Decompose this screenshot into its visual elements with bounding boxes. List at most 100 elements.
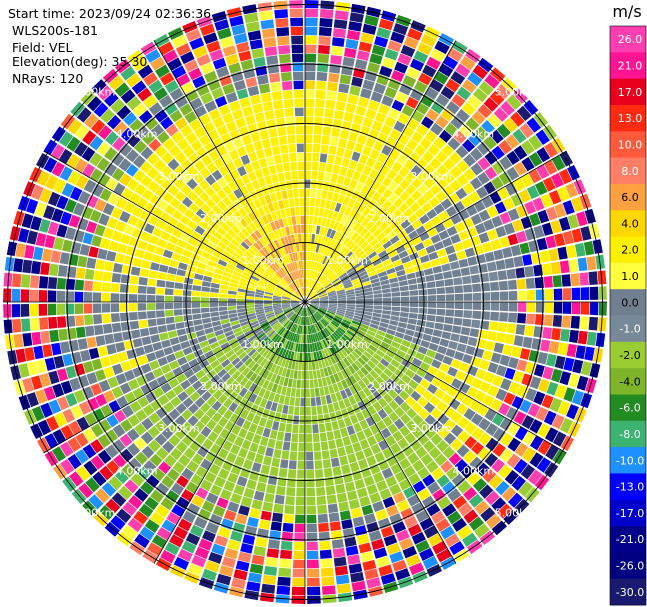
gate-cell bbox=[254, 395, 263, 406]
gate-cell bbox=[456, 86, 472, 101]
gate-cell bbox=[288, 460, 297, 470]
gate-cell bbox=[48, 277, 58, 289]
gate-cell bbox=[517, 302, 527, 312]
gate-cell bbox=[184, 277, 194, 285]
gate-cell bbox=[470, 274, 481, 284]
gate-cell bbox=[404, 267, 415, 275]
gate-cell bbox=[164, 80, 179, 94]
gate-cell bbox=[305, 26, 318, 36]
gate-cell bbox=[103, 366, 115, 379]
gate-cell bbox=[112, 424, 126, 438]
gate-cell bbox=[253, 385, 262, 395]
gate-cell bbox=[492, 443, 506, 457]
gate-cell bbox=[302, 251, 305, 261]
gate-cell bbox=[392, 559, 407, 572]
gate-cell bbox=[262, 235, 271, 245]
gate-cell bbox=[402, 545, 417, 559]
gate-cell bbox=[570, 316, 580, 329]
gate-cell bbox=[175, 43, 191, 57]
gate-cell bbox=[528, 134, 543, 150]
gate-cell bbox=[250, 94, 262, 105]
gate-cell bbox=[305, 17, 318, 27]
gate-cell bbox=[248, 318, 258, 324]
gate-cell bbox=[373, 353, 383, 362]
gate-cell bbox=[324, 315, 333, 321]
gate-cell bbox=[106, 414, 119, 428]
gate-cell bbox=[290, 207, 296, 217]
gate-cell bbox=[355, 292, 364, 297]
gate-cell bbox=[234, 235, 243, 244]
gate-cell bbox=[275, 18, 289, 28]
gate-cell bbox=[487, 331, 497, 341]
gate-cell bbox=[249, 563, 264, 574]
gate-cell bbox=[222, 45, 237, 57]
gate-cell bbox=[292, 333, 297, 342]
gate-cell bbox=[36, 359, 48, 374]
gate-cell bbox=[463, 168, 476, 181]
gate-cell bbox=[214, 476, 226, 488]
gate-cell bbox=[576, 375, 589, 391]
gate-cell bbox=[253, 545, 266, 557]
gate-cell bbox=[326, 337, 333, 346]
gate-cell bbox=[323, 208, 329, 218]
gate-cell bbox=[252, 209, 261, 219]
gate-cell bbox=[263, 360, 271, 369]
gate-cell bbox=[447, 137, 461, 151]
gate-cell bbox=[302, 316, 305, 326]
gate-cell bbox=[362, 117, 374, 128]
gate-cell bbox=[217, 368, 227, 378]
gate-cell bbox=[344, 206, 352, 217]
gate-cell bbox=[319, 304, 329, 307]
gate-cell bbox=[463, 408, 476, 421]
gate-cell bbox=[280, 459, 289, 469]
gate-cell bbox=[464, 247, 476, 258]
gate-cell bbox=[233, 137, 244, 149]
gate-cell bbox=[116, 395, 129, 409]
gate-cell bbox=[309, 305, 318, 311]
gate-cell bbox=[287, 189, 294, 199]
gate-cell bbox=[323, 316, 332, 323]
gate-cell bbox=[405, 554, 421, 567]
gate-cell bbox=[236, 263, 245, 271]
gate-cell bbox=[223, 207, 233, 218]
gate-cell bbox=[91, 235, 102, 247]
gate-cell bbox=[415, 539, 430, 553]
gate-cell bbox=[312, 143, 321, 153]
gate-cell bbox=[403, 36, 419, 49]
gate-cell bbox=[54, 412, 68, 427]
gate-cell bbox=[246, 332, 255, 340]
gate-cell bbox=[297, 279, 301, 288]
gate-cell bbox=[44, 357, 56, 371]
gate-cell bbox=[453, 317, 463, 326]
gate-cell bbox=[259, 129, 269, 140]
gate-cell bbox=[306, 307, 311, 316]
gate-cell bbox=[331, 320, 340, 327]
gate-cell bbox=[516, 230, 528, 243]
gate-cell bbox=[345, 344, 354, 353]
gate-cell bbox=[168, 434, 181, 447]
gate-cell bbox=[303, 269, 305, 278]
gate-cell bbox=[349, 461, 360, 473]
gate-cell bbox=[378, 326, 388, 333]
gate-cell bbox=[319, 9, 334, 19]
gate-cell bbox=[339, 204, 347, 214]
gate-cell bbox=[283, 277, 290, 285]
gate-cell bbox=[155, 557, 172, 572]
gate-cell bbox=[187, 165, 199, 178]
gate-cell bbox=[436, 474, 450, 488]
gate-cell bbox=[544, 142, 558, 158]
gate-cell bbox=[355, 105, 367, 117]
gate-cell bbox=[315, 285, 323, 292]
gate-cell bbox=[409, 290, 419, 296]
gate-cell bbox=[250, 131, 261, 143]
gate-cell bbox=[269, 221, 277, 231]
gate-cell bbox=[434, 352, 445, 362]
gate-cell bbox=[188, 202, 200, 214]
gate-cell bbox=[411, 131, 424, 144]
gate-cell bbox=[252, 414, 261, 425]
gate-cell bbox=[254, 453, 264, 464]
gate-cell bbox=[442, 158, 456, 171]
gate-cell bbox=[444, 419, 457, 431]
gate-cell bbox=[165, 389, 177, 401]
gate-cell bbox=[168, 408, 181, 420]
